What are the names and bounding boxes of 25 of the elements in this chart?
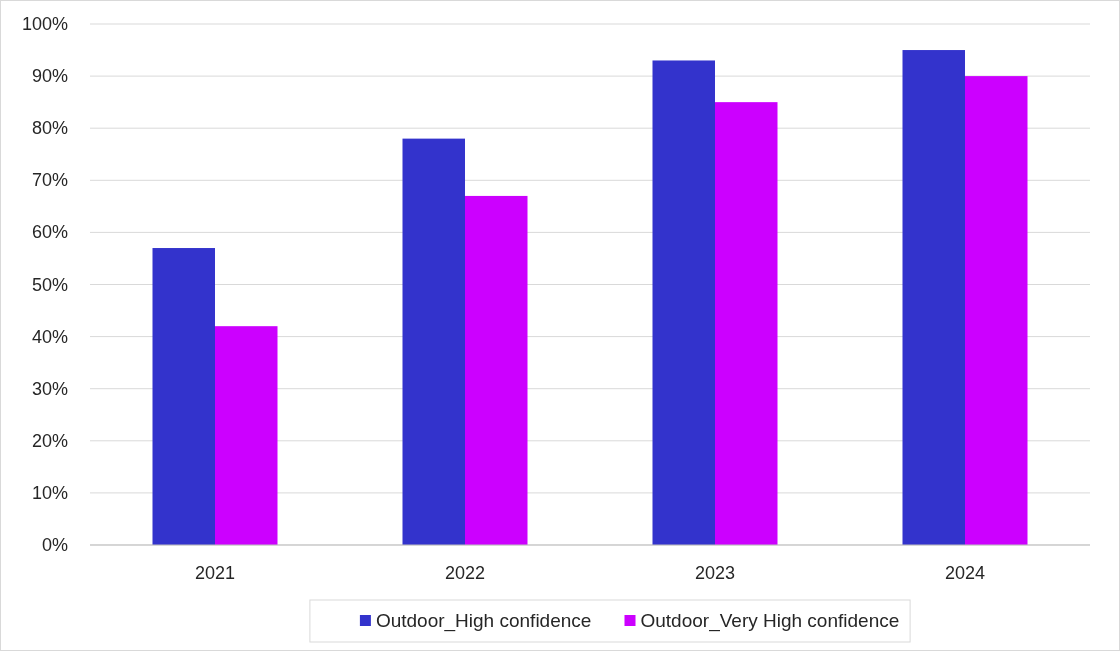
x-tick-label: 2023 (694, 563, 736, 583)
y-tick-label: 90% (31, 66, 68, 87)
legend-label: Outdoor_High confidence (375, 610, 592, 632)
y-tick-label: 0% (41, 535, 68, 555)
y-tick-label: 20% (31, 430, 68, 451)
bar (652, 60, 715, 545)
bar (902, 50, 965, 545)
y-tick-label: 10% (31, 482, 68, 503)
y-tick-label: 60% (31, 222, 68, 243)
y-tick-label: 50% (31, 274, 68, 295)
bar (715, 102, 778, 545)
bar (402, 138, 465, 545)
x-tick-label: 2021 (194, 563, 236, 583)
y-tick-label: 100% (21, 14, 68, 34)
y-tick-label: 80% (31, 118, 68, 139)
bar (465, 195, 528, 545)
bar (215, 326, 278, 545)
x-tick-label: 2022 (444, 563, 486, 583)
x-tick-label: 2024 (944, 563, 986, 583)
legend-label: Outdoor_Very High confidence (640, 610, 900, 632)
bar (965, 76, 1028, 545)
bar (152, 248, 215, 545)
y-tick-label: 40% (31, 326, 68, 347)
y-tick-label: 30% (31, 378, 68, 399)
y-tick-label: 70% (31, 170, 68, 191)
